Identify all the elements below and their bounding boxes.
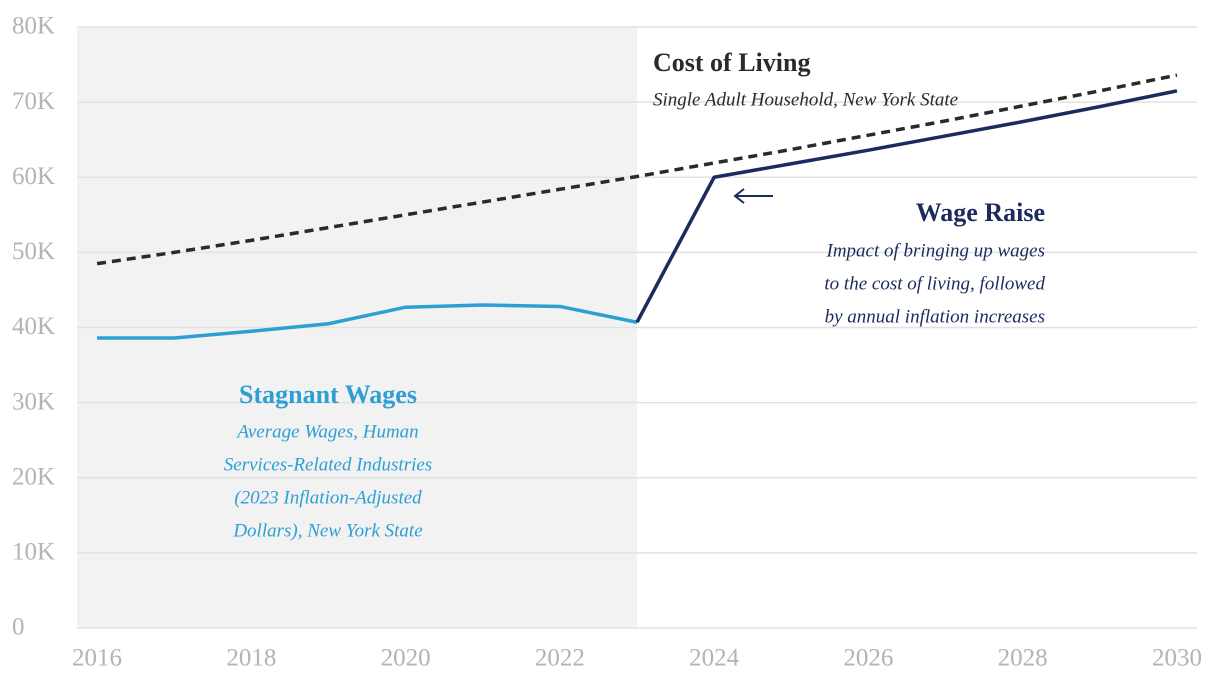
- x-tick-label: 2028: [998, 645, 1048, 672]
- y-tick-label: 50K: [12, 238, 55, 265]
- annotation-subtitle: (2023 Inflation-Adjusted: [234, 487, 422, 508]
- series-line: [635, 89, 1178, 324]
- series-line: [96, 73, 1178, 266]
- arrow-head: [733, 188, 745, 204]
- x-tick-label: 2020: [381, 645, 431, 672]
- x-tick-label: 2026: [843, 645, 893, 672]
- x-tick-label: 2024: [689, 645, 740, 672]
- y-tick-label: 10K: [12, 539, 55, 566]
- annotation-subtitle: Single Adult Household, New York State: [653, 89, 958, 110]
- annotation-subtitle: Impact of bringing up wages: [826, 240, 1046, 261]
- annotation-title: Stagnant Wages: [239, 380, 417, 409]
- annotation-subtitle: Dollars), New York State: [232, 520, 422, 541]
- y-tick-label: 0: [12, 614, 25, 641]
- y-tick-label: 70K: [12, 88, 55, 115]
- annotation-subtitle: Average Wages, Human: [235, 421, 418, 442]
- annotation-title: Wage Raise: [916, 198, 1045, 227]
- annotation-subtitle: to the cost of living, followed: [824, 273, 1045, 294]
- y-tick-label: 20K: [12, 463, 55, 490]
- y-tick-label: 40K: [12, 313, 55, 340]
- series-line: [97, 303, 638, 340]
- annotation-subtitle: by annual inflation increases: [825, 306, 1045, 327]
- x-tick-label: 2016: [72, 645, 122, 672]
- y-tick-label: 60K: [12, 163, 55, 190]
- x-tick-label: 2022: [535, 645, 585, 672]
- y-tick-label: 80K: [12, 13, 55, 40]
- annotation-title: Cost of Living: [653, 48, 810, 77]
- annotation-subtitle: Services-Related Industries: [224, 454, 432, 475]
- plot-layer: 0 10K 20K 30K 40K 50K 60K 70K 80K 2016 2018 2020 202…: [12, 13, 1202, 672]
- y-tick-label: 30K: [12, 388, 55, 415]
- x-tick-label: 2018: [226, 645, 276, 672]
- x-tick-label: 2030: [1152, 645, 1202, 672]
